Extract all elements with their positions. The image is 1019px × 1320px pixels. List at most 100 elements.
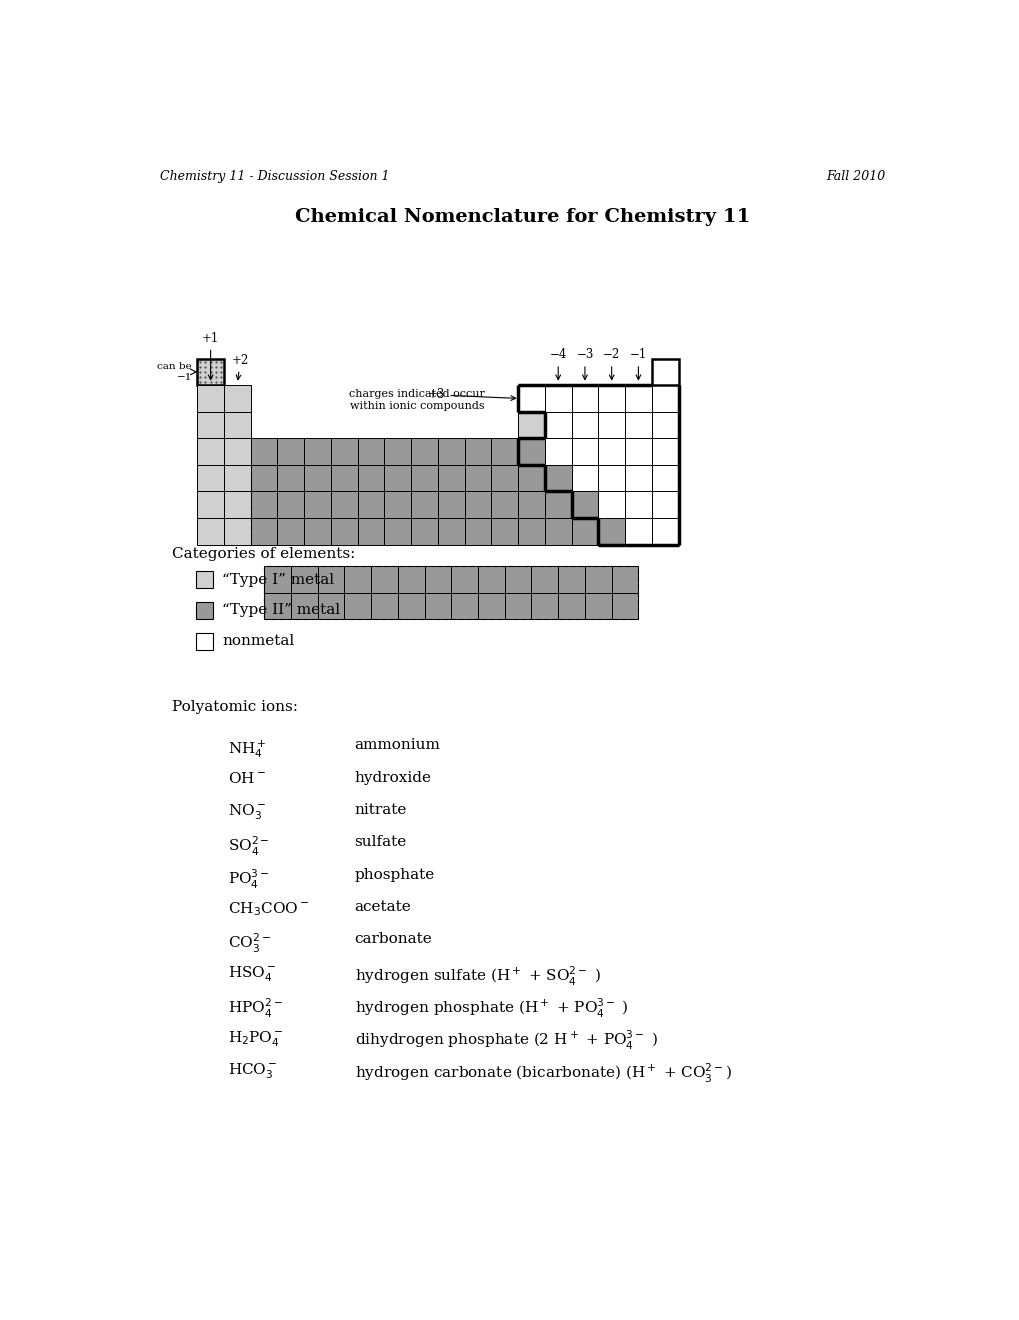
- Bar: [651, 412, 678, 438]
- Bar: [491, 517, 518, 545]
- Bar: [397, 566, 424, 593]
- Bar: [344, 593, 371, 619]
- Bar: [358, 517, 384, 545]
- Bar: [491, 465, 518, 491]
- Text: SO$_4^{2-}$: SO$_4^{2-}$: [228, 836, 270, 858]
- Bar: [411, 491, 437, 517]
- Text: H$_2$PO$_4^-$: H$_2$PO$_4^-$: [228, 1030, 283, 1049]
- Bar: [625, 465, 651, 491]
- Bar: [330, 438, 358, 465]
- Text: hydrogen carbonate (bicarbonate) (H$^+$ + CO$_3^{2-}$): hydrogen carbonate (bicarbonate) (H$^+$ …: [355, 1061, 731, 1085]
- Bar: [371, 566, 397, 593]
- Bar: [437, 517, 465, 545]
- Bar: [330, 465, 358, 491]
- Text: +3: +3: [428, 388, 516, 401]
- Text: hydrogen sulfate (H$^+$ + SO$_4^{2-}$ ): hydrogen sulfate (H$^+$ + SO$_4^{2-}$ ): [355, 965, 600, 987]
- Bar: [478, 566, 504, 593]
- Bar: [224, 412, 251, 438]
- Bar: [584, 593, 611, 619]
- Bar: [197, 465, 224, 491]
- Bar: [397, 593, 424, 619]
- Bar: [224, 438, 251, 465]
- Text: −3: −3: [576, 348, 593, 380]
- Bar: [196, 632, 213, 649]
- Bar: [264, 566, 638, 619]
- Bar: [224, 517, 251, 545]
- Bar: [504, 566, 531, 593]
- Bar: [478, 593, 504, 619]
- Bar: [224, 465, 251, 491]
- Text: Categories of elements:: Categories of elements:: [172, 548, 356, 561]
- Bar: [518, 491, 544, 517]
- Text: OH$^-$: OH$^-$: [228, 771, 266, 785]
- Bar: [424, 566, 450, 593]
- Bar: [598, 517, 625, 545]
- Bar: [264, 566, 290, 593]
- Text: CO$_3^{2-}$: CO$_3^{2-}$: [228, 932, 271, 956]
- Bar: [651, 359, 678, 385]
- Bar: [358, 465, 384, 491]
- Bar: [651, 517, 678, 545]
- Bar: [544, 465, 571, 491]
- Bar: [518, 438, 544, 465]
- Text: +2: +2: [231, 354, 249, 380]
- Bar: [317, 566, 344, 593]
- Text: acetate: acetate: [355, 900, 411, 913]
- Bar: [651, 359, 678, 385]
- Bar: [251, 491, 277, 517]
- Text: Chemistry 11 - Discussion Session 1: Chemistry 11 - Discussion Session 1: [160, 170, 389, 183]
- Bar: [465, 438, 491, 465]
- Bar: [544, 385, 571, 412]
- Bar: [518, 465, 544, 491]
- Text: “Type I” metal: “Type I” metal: [222, 573, 334, 586]
- Text: Fall 2010: Fall 2010: [825, 170, 884, 183]
- Bar: [411, 465, 437, 491]
- Text: −2: −2: [602, 348, 620, 380]
- Bar: [571, 385, 598, 412]
- Bar: [411, 517, 437, 545]
- Bar: [571, 412, 598, 438]
- Bar: [598, 465, 625, 491]
- Text: −4: −4: [549, 348, 567, 380]
- Bar: [330, 517, 358, 545]
- Bar: [544, 491, 571, 517]
- Bar: [197, 385, 224, 412]
- Bar: [197, 412, 224, 438]
- Bar: [625, 517, 651, 545]
- Text: Polyatomic ions:: Polyatomic ions:: [172, 700, 299, 714]
- Bar: [571, 438, 598, 465]
- Bar: [437, 491, 465, 517]
- Text: sulfate: sulfate: [355, 836, 407, 849]
- Text: HCO$_3^-$: HCO$_3^-$: [228, 1061, 277, 1081]
- Bar: [371, 593, 397, 619]
- Text: ammonium: ammonium: [355, 738, 440, 752]
- Text: nonmetal: nonmetal: [222, 634, 294, 648]
- Text: NH$_4^+$: NH$_4^+$: [228, 738, 267, 760]
- Bar: [224, 385, 251, 412]
- Bar: [277, 438, 304, 465]
- Bar: [465, 517, 491, 545]
- Bar: [625, 438, 651, 465]
- Bar: [598, 491, 625, 517]
- Bar: [330, 491, 358, 517]
- Bar: [384, 465, 411, 491]
- Text: PO$_4^{3-}$: PO$_4^{3-}$: [228, 867, 270, 891]
- Bar: [411, 438, 437, 465]
- Bar: [358, 438, 384, 465]
- Bar: [197, 359, 224, 385]
- Text: HSO$_4^-$: HSO$_4^-$: [228, 965, 276, 985]
- Bar: [251, 517, 277, 545]
- Bar: [304, 491, 330, 517]
- Text: CH$_3$COO$^-$: CH$_3$COO$^-$: [228, 900, 309, 917]
- Bar: [277, 491, 304, 517]
- Bar: [544, 412, 571, 438]
- Bar: [625, 385, 651, 412]
- Bar: [571, 517, 598, 545]
- Bar: [196, 572, 213, 589]
- Text: carbonate: carbonate: [355, 932, 432, 946]
- Bar: [625, 412, 651, 438]
- Bar: [651, 465, 678, 491]
- Bar: [384, 491, 411, 517]
- Bar: [465, 491, 491, 517]
- Bar: [557, 593, 584, 619]
